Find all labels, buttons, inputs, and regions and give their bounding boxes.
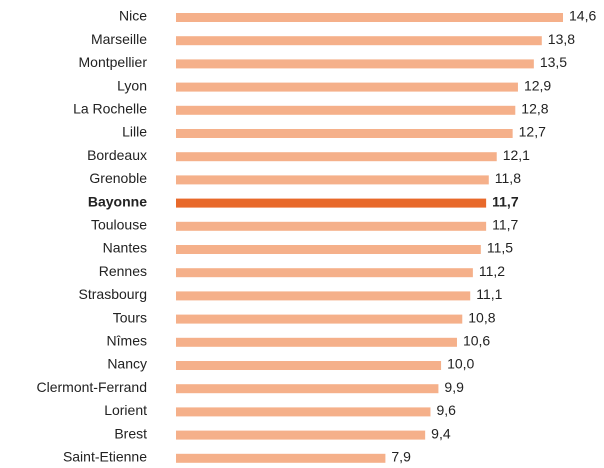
value-label: 9,4 [431,425,451,441]
bar [176,453,386,463]
bar [176,268,473,278]
value-label: 10,0 [447,356,474,372]
category-label: Saint-Etienne [63,449,147,465]
category-label: Brest [114,425,147,441]
value-label: 12,8 [521,101,548,117]
category-label: Bordeaux [87,147,147,163]
bar [176,221,487,231]
value-label: 9,9 [444,379,464,395]
bar [176,291,471,301]
value-label: 11,2 [479,263,505,279]
category-label: Grenoble [89,170,147,186]
category-label: Montpellier [79,54,148,70]
category-label: Lyon [117,77,147,93]
value-label: 12,9 [524,77,551,93]
bar [176,314,463,324]
value-label: 12,7 [519,124,546,140]
category-label: Toulouse [91,217,147,233]
value-label: 9,6 [436,402,456,418]
value-label: 11,5 [487,240,513,256]
value-label: 11,8 [495,170,521,186]
value-label: 11,7 [492,217,518,233]
value-label: 10,8 [468,309,495,325]
bar [176,245,481,254]
value-label: 10,6 [463,333,490,349]
bar [176,105,516,115]
bar [176,152,497,162]
value-label: 12,1 [503,147,530,163]
bar [176,407,431,417]
category-label: Nancy [107,356,147,372]
value-label: 14,6 [569,8,596,24]
value-label: 7,9 [391,449,411,465]
bar [176,198,487,208]
category-label: Lorient [104,402,147,418]
value-label: 13,5 [540,54,567,70]
bar [176,129,513,138]
bar [176,59,534,69]
category-label: Rennes [99,263,147,279]
value-label: 13,8 [548,31,575,47]
category-label: La Rochelle [73,101,147,117]
category-label: Lille [122,124,147,140]
bar [176,36,542,46]
category-label: Nîmes [107,333,147,349]
category-label: Nice [119,8,147,24]
bar [176,175,489,185]
value-label: 11,1 [476,286,502,302]
bar [176,430,426,440]
category-label: Tours [113,309,147,325]
bar [176,337,457,347]
category-label: Clermont-Ferrand [37,379,147,395]
bar [176,82,518,92]
bar [176,361,442,370]
category-label: Bayonne [88,193,147,209]
category-label: Strasbourg [79,286,147,302]
bar [176,13,563,22]
bar [176,384,439,394]
category-label: Marseille [91,31,147,47]
category-label: Nantes [103,240,147,256]
value-label: 11,7 [492,193,519,209]
